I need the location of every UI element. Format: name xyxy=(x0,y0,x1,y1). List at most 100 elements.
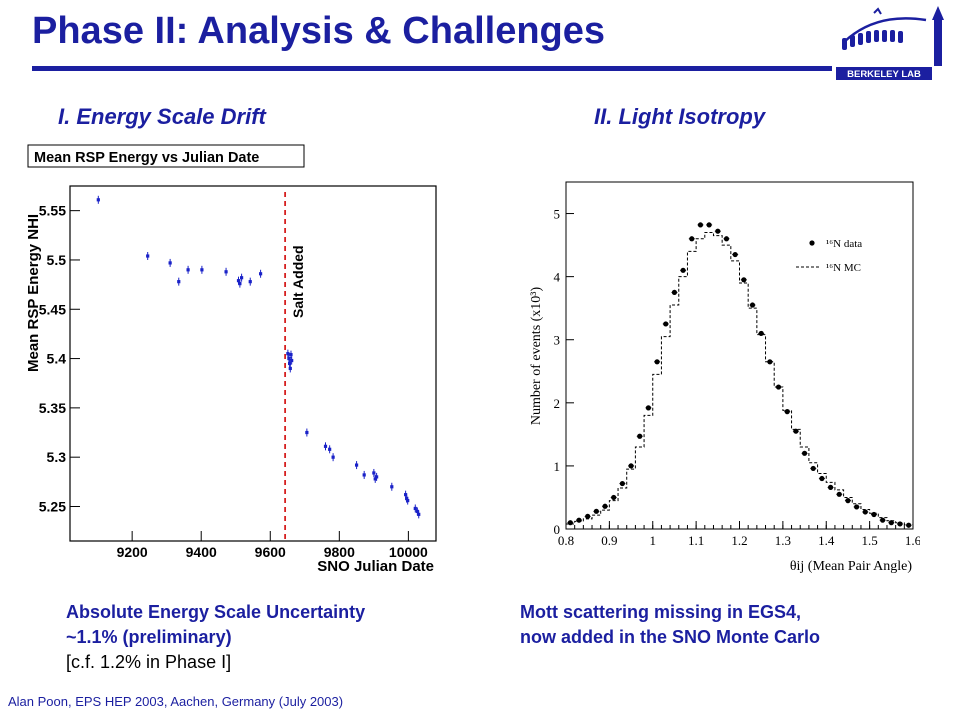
isotropy-data-point xyxy=(845,498,851,504)
energy-plot-frame xyxy=(69,185,437,542)
energy-data-point xyxy=(288,366,292,371)
energy-data-point xyxy=(331,455,335,459)
uncertainty-line-1: Absolute Energy Scale Uncertainty xyxy=(66,602,366,622)
x-tick-label: 9600 xyxy=(255,544,286,560)
isotropy-data-point xyxy=(862,509,868,515)
isotropy-data-point xyxy=(593,508,599,514)
right-note: Mott scattering missing in EGS4, now add… xyxy=(520,600,820,650)
x-tick-label: 1.2 xyxy=(731,533,747,548)
energy-data-point xyxy=(146,254,150,258)
y-tick-label: 5.3 xyxy=(47,449,67,465)
isotropy-data-point xyxy=(732,251,738,258)
x-tick-label: 1.5 xyxy=(862,533,878,548)
mott-note-line-2: now added in the SNO Monte Carlo xyxy=(520,627,821,647)
isotropy-data-point xyxy=(741,277,747,283)
isotropy-data-point xyxy=(671,289,678,296)
legend-data-label: ¹⁶N data xyxy=(826,238,862,250)
phase-one-comparison: [c.f. 1.2% in Phase I] xyxy=(66,652,232,672)
energy-data-point xyxy=(168,261,172,265)
isotropy-data-point xyxy=(784,409,790,415)
energy-data-point xyxy=(286,352,290,356)
energy-data-point xyxy=(354,463,359,467)
legend-data-marker xyxy=(809,240,815,246)
energy-data-point xyxy=(186,268,190,272)
isotropy-data-point xyxy=(715,228,721,234)
chart-title-box xyxy=(27,144,305,168)
isotropy-data-point xyxy=(654,359,660,365)
energy-x-axis-label: SNO Julian Date xyxy=(317,558,434,575)
logo-text: BERKELEY LAB xyxy=(847,69,921,80)
title-rule xyxy=(32,66,832,71)
isotropy-data-point xyxy=(827,484,834,490)
energy-data-point xyxy=(258,272,263,276)
isotropy-data-point xyxy=(611,494,617,501)
isotropy-data-point xyxy=(810,465,816,472)
x-tick-label: 10000 xyxy=(389,544,428,560)
x-tick-label: 9400 xyxy=(186,544,217,560)
energy-data-point xyxy=(362,473,366,477)
isotropy-data-point xyxy=(680,267,686,273)
isotropy-data-point xyxy=(897,521,903,527)
energy-data-point xyxy=(96,198,100,202)
isotropy-data-point xyxy=(871,511,877,518)
y-tick-label: 5 xyxy=(554,207,561,222)
energy-data-point xyxy=(248,280,252,284)
berkeley-lab-logo: BERKELEY LAB xyxy=(836,4,954,82)
energy-data-point xyxy=(287,356,291,361)
isotropy-data-point xyxy=(663,321,669,327)
isotropy-data-point xyxy=(723,236,730,242)
energy-data-point xyxy=(413,506,417,511)
x-tick-label: 0.9 xyxy=(601,533,617,548)
isotropy-data-point xyxy=(767,359,773,365)
isotropy-data-point xyxy=(576,517,582,523)
isotropy-data-point xyxy=(775,384,782,390)
isotropy-legend: ¹⁶N data ¹⁶N MC xyxy=(796,238,862,274)
energy-data-point xyxy=(375,475,379,479)
y-tick-label: 0 xyxy=(554,522,561,537)
energy-data-point xyxy=(305,430,309,435)
isotropy-data-point xyxy=(567,520,573,526)
energy-data-point xyxy=(323,444,328,448)
y-tick-label: 5.25 xyxy=(39,498,66,514)
energy-data-point xyxy=(200,268,204,272)
uncertainty-line-2: ~1.1% (preliminary) xyxy=(66,627,232,647)
energy-data-point xyxy=(406,498,410,503)
isotropy-data-point xyxy=(888,520,894,526)
x-tick-label: 1.1 xyxy=(688,533,704,548)
x-tick-label: 0.8 xyxy=(558,533,574,548)
mott-note-line-1: Mott scattering missing in EGS4, xyxy=(520,602,802,622)
y-tick-label: 3 xyxy=(554,333,561,348)
y-tick-label: 5.55 xyxy=(39,203,66,219)
isotropy-y-axis-label: Number of events (x10³) xyxy=(529,287,544,426)
x-tick-label: 1.4 xyxy=(818,533,835,548)
energy-data-point xyxy=(390,485,394,489)
isotropy-data-point xyxy=(585,513,591,519)
energy-data-point xyxy=(415,509,419,514)
energy-data-point xyxy=(405,496,409,501)
isotropy-data-point xyxy=(801,450,808,456)
energy-data-point xyxy=(290,358,294,363)
x-tick-label: 9200 xyxy=(117,544,148,560)
isotropy-data-point xyxy=(749,302,756,308)
n16-mc-step-curve xyxy=(565,231,914,529)
isotropy-data-point xyxy=(645,405,652,411)
isotropy-data-point xyxy=(697,222,704,228)
isotropy-data-point xyxy=(689,236,695,242)
y-tick-label: 1 xyxy=(554,459,561,474)
energy-data-point xyxy=(328,447,332,451)
isotropy-plot-frame xyxy=(565,181,914,530)
y-tick-label: 5.45 xyxy=(39,301,66,317)
x-tick-label: 9800 xyxy=(324,544,355,560)
energy-data-point xyxy=(224,270,228,274)
right-section-heading: II. Light Isotropy xyxy=(594,104,766,129)
isotropy-x-axis-label: θij (Mean Pair Angle) xyxy=(790,559,913,574)
isotropy-data-point xyxy=(880,517,886,523)
energy-data-point xyxy=(240,276,244,280)
isotropy-data-point xyxy=(619,480,625,487)
light-isotropy-chart: 0.8 0.9 1 1.1 1.2 1.3 1.4 1.5 1.6 0 1 2 3 4 5 ¹⁶N data… xyxy=(529,181,920,574)
isotropy-data-point xyxy=(706,222,712,228)
y-tick-label: 4 xyxy=(554,270,561,285)
x-tick-label: 1.3 xyxy=(775,533,791,548)
isotropy-data-point xyxy=(602,503,608,509)
energy-y-axis-label: Mean RSP Energy NHI xyxy=(25,214,42,372)
